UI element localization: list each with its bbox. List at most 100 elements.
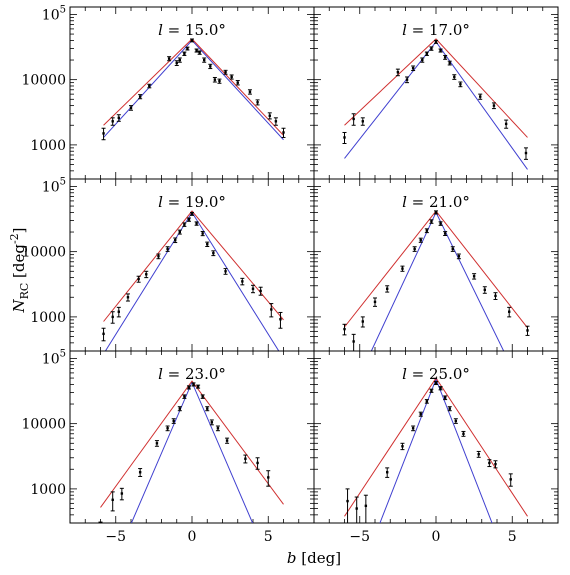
data-point [424,51,429,56]
data-point [525,325,530,336]
data-point [125,293,130,302]
data-point [116,306,121,318]
data-point [205,406,210,412]
y-tick-label: 10000 [21,245,66,261]
data-point [438,48,443,53]
data-point [411,425,416,432]
y-tick-label: 105 [42,176,66,195]
y-tick-label: 10000 [21,417,66,433]
data-point [182,222,187,227]
data-point [185,46,190,51]
data-point [147,83,152,89]
blue-model-line [379,377,493,523]
x-tick-label: −5 [105,529,126,545]
data-point [177,406,182,412]
x-tick-label: −5 [349,529,370,545]
data-point [138,468,143,477]
data-point [110,491,115,512]
data-point [173,237,178,244]
data-point [342,131,347,145]
data-point [186,217,191,222]
panel-2: l = 17.0° [313,6,559,180]
data-point [240,277,245,286]
data-point [458,81,463,88]
data-point [144,270,149,279]
data-point [171,418,176,424]
y-tick-label: 1000 [30,310,66,326]
data-point [110,117,115,126]
data-point [182,51,187,56]
data-point [434,381,438,386]
data-point [405,76,410,84]
y-tick-label: 10000 [21,73,66,89]
data-point [225,437,230,444]
red-model-line [100,380,284,508]
data-point [156,253,161,260]
data-point [281,127,286,138]
data-point [491,102,496,110]
data-point [190,38,194,43]
panel-title: l = 15.0° [158,21,226,39]
data-point [434,39,438,44]
blue-model-line [344,41,528,170]
data-point [418,237,423,243]
data-point [211,250,216,257]
data-point [129,105,133,111]
panel-title: l = 23.0° [158,365,226,383]
data-point [186,385,191,390]
panel-1: 1000 10000 105 l = 15.0° [21,4,315,180]
data-point [229,74,234,80]
data-point [215,425,220,432]
data-point [345,488,350,523]
data-point [212,76,217,83]
data-point [200,394,205,399]
data-point [98,521,103,523]
x-tick-label: 0 [188,529,197,545]
data-point [395,68,400,77]
data-point [351,333,356,351]
data-point [177,229,182,235]
data-point [243,454,248,464]
panel-title: l = 25.0° [402,365,470,383]
data-point [424,399,429,404]
panel-3: 1000 10000 105 l = 19.0° [21,176,315,352]
data-point [209,419,214,426]
data-point [136,275,141,283]
y-tick-label: 105 [42,4,66,23]
y-tick-label: 105 [42,348,66,367]
data-point [208,63,213,70]
data-point [447,60,452,66]
blue-model-line [103,39,284,141]
data-point [420,57,425,63]
data-point [101,127,106,141]
data-point [205,241,210,247]
data-point [360,316,365,328]
data-point [424,228,429,234]
data-point [165,246,170,252]
panel-6: −5 0 5 l = 25.0° [313,350,559,545]
data-point [456,253,461,260]
data-point [450,246,455,252]
data-point [443,54,448,60]
data-point [165,425,170,432]
data-point [487,459,492,468]
data-point [400,265,405,272]
data-point [190,211,194,216]
data-point [429,219,434,224]
blue-model-line [104,211,280,351]
red-model-line [344,377,528,517]
data-point [472,273,477,280]
data-point [482,286,487,294]
blue-model-line [130,381,254,523]
data-point [443,395,448,401]
data-point [507,306,512,318]
data-point [177,57,182,63]
data-point [101,327,106,342]
data-point [351,113,356,126]
panel-4: l = 21.0° [313,178,559,352]
data-point [255,457,260,470]
red-model-line [103,38,284,136]
data-point [223,268,228,275]
